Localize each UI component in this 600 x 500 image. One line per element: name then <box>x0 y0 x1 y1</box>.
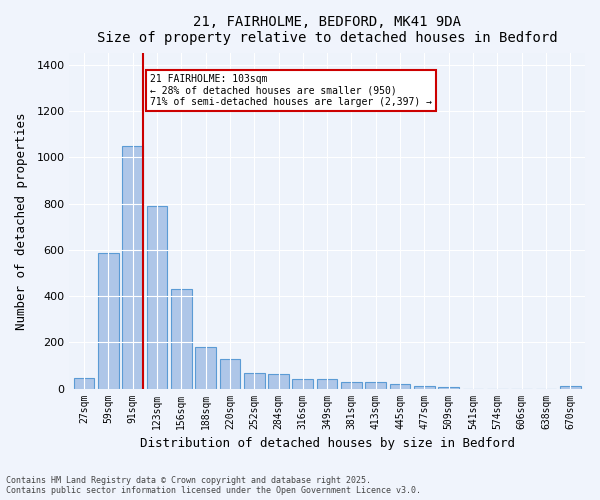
Y-axis label: Number of detached properties: Number of detached properties <box>15 112 28 330</box>
Text: 21 FAIRHOLME: 103sqm
← 28% of detached houses are smaller (950)
71% of semi-deta: 21 FAIRHOLME: 103sqm ← 28% of detached h… <box>150 74 432 108</box>
Bar <box>98 254 119 388</box>
Bar <box>74 378 94 388</box>
Title: 21, FAIRHOLME, BEDFORD, MK41 9DA
Size of property relative to detached houses in: 21, FAIRHOLME, BEDFORD, MK41 9DA Size of… <box>97 15 557 45</box>
Bar <box>292 378 313 388</box>
Bar <box>122 146 143 388</box>
X-axis label: Distribution of detached houses by size in Bedford: Distribution of detached houses by size … <box>140 437 515 450</box>
Bar <box>341 382 362 388</box>
Bar <box>195 348 216 389</box>
Bar <box>414 386 435 388</box>
Bar <box>244 373 265 388</box>
Bar <box>171 289 191 388</box>
Bar <box>146 206 167 388</box>
Bar <box>317 378 337 388</box>
Bar <box>390 384 410 388</box>
Bar <box>220 359 240 388</box>
Bar <box>560 386 581 388</box>
Bar <box>439 386 459 388</box>
Text: Contains HM Land Registry data © Crown copyright and database right 2025.
Contai: Contains HM Land Registry data © Crown c… <box>6 476 421 495</box>
Bar <box>365 382 386 388</box>
Bar <box>268 374 289 388</box>
